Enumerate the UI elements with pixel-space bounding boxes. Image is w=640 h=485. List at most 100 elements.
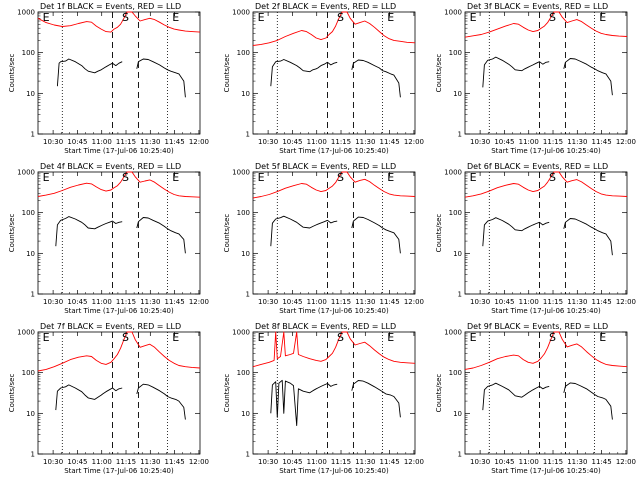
x-tick-label: 10:30 [470,138,490,146]
x-tick-label: 11:00 [92,298,112,306]
x-tick-label: 11:30 [355,458,375,466]
y-axis-label: Counts/sec [223,214,231,253]
event-marker-label: E [43,331,50,344]
x-tick-label: 11:45 [380,138,400,146]
x-tick-label: 11:45 [165,138,185,146]
y-tick-label: 10 [241,90,250,98]
y-tick-label: 10 [453,250,462,258]
panel-9: Det 9f BLACK = Events, RED = LLD 10:30 10:… [435,322,636,475]
x-tick-label: 11:15 [331,138,351,146]
y-tick-label: 100 [449,49,462,57]
event-marker-label: S [549,11,556,24]
events-series-line [482,382,550,411]
x-tick-label: 11:30 [355,298,375,306]
lld-series-line [252,171,416,199]
y-tick-label: 1000 [232,329,250,337]
y-tick-label: 1 [246,451,250,459]
events-series-line [270,215,338,247]
x-tick-label: 12:00 [189,138,209,146]
plot-frame [37,11,201,135]
y-tick-label: 100 [237,209,250,217]
panel-title: Det 9f BLACK = Events, RED = LLD [467,322,608,331]
x-axis-label: Start Time (17-Jul-06 10:25:40) [279,467,389,475]
y-tick-label: 1 [458,451,462,459]
x-tick-label: 10:45 [282,298,302,306]
x-tick-label: 11:30 [567,138,587,146]
event-marker-label: E [172,331,179,344]
event-marker-label: E [387,331,394,344]
event-marker-label: E [172,11,179,24]
panel-title: Det 2f BLACK = Events, RED = LLD [255,2,396,11]
x-tick-label: 11:30 [140,138,160,146]
x-tick-label: 11:00 [92,458,112,466]
event-marker-label: S [337,11,344,24]
x-tick-label: 11:15 [543,138,563,146]
x-axis-label: Start Time (17-Jul-06 10:25:40) [64,147,174,155]
y-tick-label: 100 [237,49,250,57]
lld-series-line [464,331,628,370]
events-series-line [482,217,550,247]
y-tick-label: 10 [26,250,35,258]
events-series-line [482,56,550,88]
y-tick-label: 100 [449,369,462,377]
y-tick-label: 1000 [444,329,462,337]
y-tick-label: 1000 [17,9,35,17]
x-tick-label: 12:00 [404,138,424,146]
event-marker-label: S [549,331,556,344]
events-series-line [136,217,186,254]
lld-series-line [37,331,201,372]
x-axis-label: Start Time (17-Jul-06 10:25:40) [64,307,174,315]
x-tick-label: 11:30 [567,298,587,306]
event-marker-label: S [122,11,129,24]
y-tick-label: 100 [237,369,250,377]
events-series-line [270,59,338,87]
event-marker-label: E [172,171,179,184]
event-marker-label: E [470,11,477,24]
y-tick-label: 1000 [232,169,250,177]
x-tick-label: 10:45 [67,458,87,466]
panel-title: Det 1f BLACK = Events, RED = LLD [40,2,181,11]
event-marker-label: E [470,171,477,184]
plot-frame [252,11,416,135]
x-tick-label: 10:30 [258,298,278,306]
x-tick-label: 10:45 [282,138,302,146]
x-tick-label: 11:00 [307,298,327,306]
y-tick-label: 100 [22,49,35,57]
event-marker-label: S [122,171,129,184]
plot-frame [252,171,416,295]
y-axis-label: Counts/sec [435,214,443,253]
event-marker-label: E [43,11,50,24]
x-tick-label: 11:00 [519,298,539,306]
x-tick-label: 11:15 [116,138,136,146]
x-tick-label: 10:30 [43,298,63,306]
x-tick-label: 12:00 [404,458,424,466]
x-axis-label: Start Time (17-Jul-06 10:25:40) [491,147,601,155]
y-axis-label: Counts/sec [223,54,231,93]
y-tick-label: 1000 [232,9,250,17]
x-tick-label: 11:15 [543,458,563,466]
x-tick-label: 11:15 [116,298,136,306]
panel-8: Det 8f BLACK = Events, RED = LLD 10:30 10:… [223,322,424,475]
y-tick-label: 10 [26,410,35,418]
y-axis-label: Counts/sec [8,374,16,413]
x-tick-label: 12:00 [189,298,209,306]
panel-5: Det 5f BLACK = Events, RED = LLD 10:30 10:… [223,162,424,315]
x-tick-label: 11:45 [380,458,400,466]
x-tick-label: 10:45 [494,458,514,466]
x-tick-label: 10:30 [470,298,490,306]
plot-frame [37,171,201,295]
x-tick-label: 10:30 [43,138,63,146]
panel-title: Det 6f BLACK = Events, RED = LLD [467,162,608,171]
events-series-line [563,58,613,96]
x-axis-label: Start Time (17-Jul-06 10:25:40) [491,307,601,315]
x-axis-label: Start Time (17-Jul-06 10:25:40) [64,467,174,475]
plot-frame [464,171,628,295]
x-tick-label: 10:30 [258,138,278,146]
panel-title: Det 3f BLACK = Events, RED = LLD [467,2,608,11]
event-marker-label: E [258,331,265,344]
x-tick-label: 11:00 [519,458,539,466]
event-marker-label: S [549,171,556,184]
y-tick-label: 10 [241,250,250,258]
y-tick-label: 10 [26,90,35,98]
x-tick-label: 11:45 [592,458,612,466]
